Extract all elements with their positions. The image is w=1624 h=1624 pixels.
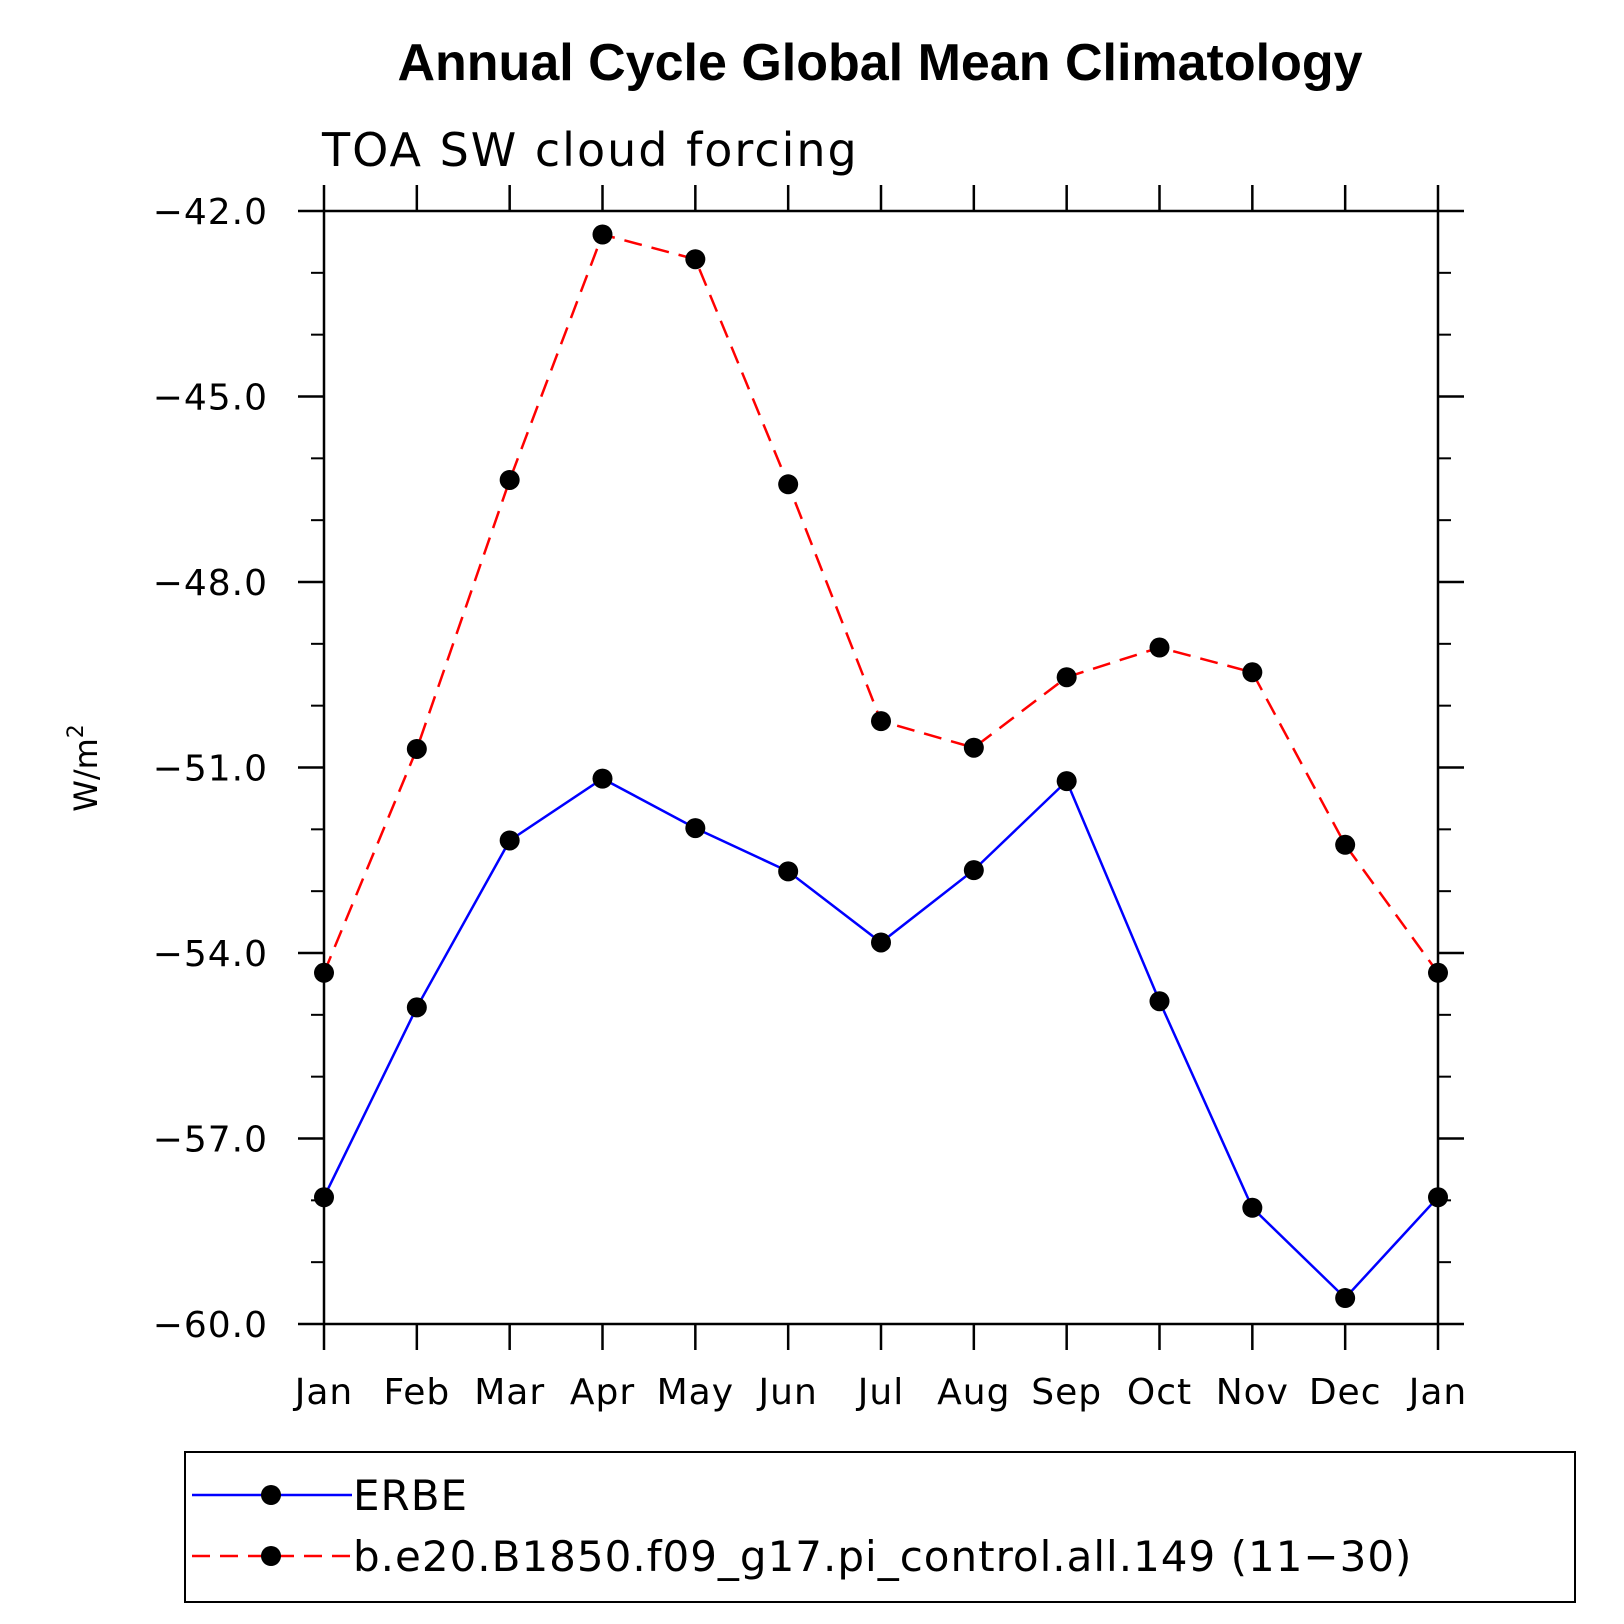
y-tick-label: −54.0 xyxy=(153,934,268,975)
x-tick-label: Mar xyxy=(474,1372,545,1413)
y-axis-label: W/m2 xyxy=(64,724,105,812)
x-tick-label: May xyxy=(657,1372,734,1413)
legend-label-model: b.e20.B1850.f09_g17.pi_control.all.149 (… xyxy=(353,1532,1412,1581)
data-point xyxy=(314,1187,334,1208)
data-point xyxy=(1242,1197,1263,1218)
axes: Jan Feb Mar Apr May Jun Jul Aug Sep Oct Nov Dec Jan−… xyxy=(153,185,1468,1413)
data-point xyxy=(871,932,891,953)
x-tick-label: Nov xyxy=(1216,1372,1289,1413)
data-point xyxy=(1335,1288,1356,1309)
x-tick-label: Dec xyxy=(1309,1372,1382,1413)
chart-title: Annual Cycle Global Mean Climatology xyxy=(397,34,1362,92)
y-tick-label: −51.0 xyxy=(153,749,268,790)
y-tick-label: −48.0 xyxy=(153,563,268,604)
x-tick-label: Feb xyxy=(383,1372,450,1413)
data-point xyxy=(1428,1187,1448,1208)
data-point xyxy=(406,997,427,1018)
data-point xyxy=(592,768,613,789)
legend: ERBE b.e20.B1850.f09_g17.pi_control.all.… xyxy=(184,1451,1576,1603)
data-point xyxy=(1056,667,1077,688)
legend-marker-erbe xyxy=(261,1485,281,1505)
data-point xyxy=(778,861,799,882)
data-point xyxy=(685,818,706,839)
data-point xyxy=(499,830,520,851)
data-point xyxy=(1242,662,1263,683)
series-line-0 xyxy=(322,777,1439,1300)
data-point xyxy=(871,711,891,732)
plot-frame xyxy=(322,209,1440,1326)
legend-label-erbe: ERBE xyxy=(353,1471,468,1520)
data-point xyxy=(314,962,334,983)
data-point xyxy=(685,249,706,270)
legend-marker-model xyxy=(261,1546,281,1566)
x-tick-label: Jan xyxy=(1407,1372,1468,1413)
data-point xyxy=(963,860,984,881)
data-point xyxy=(963,737,984,758)
data-point xyxy=(1056,771,1077,792)
x-tick-label: Aug xyxy=(937,1372,1010,1413)
data-point xyxy=(1335,834,1356,855)
data-point xyxy=(1428,962,1448,983)
chart-subtitle: TOA SW cloud forcing xyxy=(321,123,859,177)
y-axis-label-text: W/m xyxy=(67,738,105,812)
x-tick-label: Jul xyxy=(856,1372,904,1413)
data-point xyxy=(592,224,613,245)
y-tick-label: −42.0 xyxy=(153,192,268,233)
y-tick-label: −60.0 xyxy=(153,1305,268,1346)
y-axis-label-superscript: 2 xyxy=(64,724,89,738)
y-tick-label: −45.0 xyxy=(153,378,268,419)
x-tick-label: Jan xyxy=(293,1372,354,1413)
data-point xyxy=(778,474,799,495)
data-point xyxy=(499,469,520,490)
legend-box xyxy=(184,1451,1576,1603)
x-tick-label: Apr xyxy=(570,1372,635,1413)
x-tick-label: Oct xyxy=(1127,1372,1192,1413)
data-point xyxy=(1149,637,1170,658)
y-tick-label: −57.0 xyxy=(153,1120,268,1161)
series-line-1 xyxy=(322,233,1440,974)
x-tick-label: Sep xyxy=(1031,1372,1102,1413)
series-layer xyxy=(314,224,1448,1309)
data-point xyxy=(406,738,427,759)
x-tick-label: Jun xyxy=(757,1372,818,1413)
data-point xyxy=(1149,991,1170,1012)
